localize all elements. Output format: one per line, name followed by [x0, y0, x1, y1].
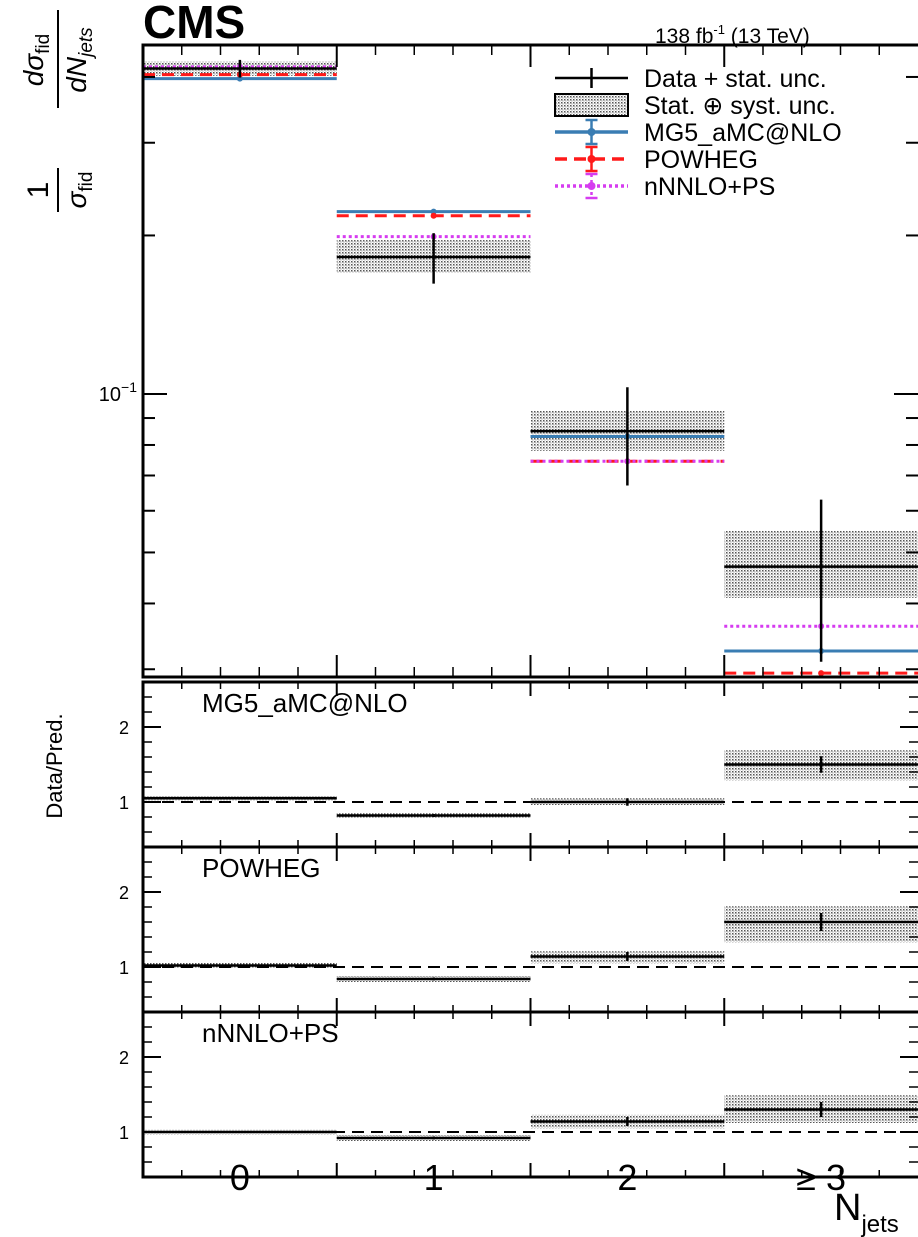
svg-text:1: 1 [22, 182, 55, 199]
legend-label-1: Stat. ⊕ syst. unc. [644, 92, 836, 120]
ratio-y-tick-label: 2 [119, 1048, 129, 1068]
legend-entry-2: MG5_aMC@NLO [555, 119, 842, 147]
svg-text:dσfid: dσfid [18, 34, 54, 87]
ratio-panel-label-2: nNNLO+PS [202, 1018, 339, 1048]
main-y-axis-title: 1 σfid dσfid dNjets [18, 10, 97, 212]
ratio-panel-label-0: MG5_aMC@NLO [202, 688, 408, 718]
legend-entry-0: Data + stat. unc. [555, 65, 827, 93]
legend-label-3: POWHEG [644, 146, 758, 174]
legend-entry-3: POWHEG [555, 146, 758, 174]
x-tick-label-0: 0 [230, 1157, 250, 1198]
ratio-y-axis-title: Data/Pred. [42, 713, 67, 818]
legend-marker-dot [588, 128, 596, 136]
x-tick-label-2: 2 [617, 1157, 637, 1198]
experiment-label: CMS [143, 0, 245, 48]
ratio-y-tick-label: 2 [119, 718, 129, 738]
series-1-marker-1 [431, 213, 437, 219]
x-axis-title: Njets [834, 1187, 899, 1237]
ratio-panel-1: 1 2 POWHEG [119, 847, 918, 1012]
series-1-marker-3 [818, 670, 824, 676]
legend-marker-dot [588, 155, 596, 163]
y-tick-label: 10−1 [99, 379, 137, 406]
legend-entry-1: Stat. ⊕ syst. unc. [555, 92, 836, 120]
legend-label-4: nNNLO+PS [644, 173, 775, 201]
legend-label-2: MG5_aMC@NLO [644, 119, 842, 147]
ratio-panel-2: 1 2 nNNLO+PS [119, 1012, 918, 1177]
ratio-panels: 1 2 MG5_aMC@NLO 1 2 POWHEG 1 2 nNNLO+PS [119, 682, 918, 1177]
x-tick-label-1: 1 [424, 1157, 444, 1198]
ratio-y-tick-label: 2 [119, 883, 129, 903]
legend-marker-dot [588, 182, 596, 190]
legend: Data + stat. unc.Stat. ⊕ syst. unc.MG5_a… [555, 65, 842, 201]
ratio-panel-0: 1 2 MG5_aMC@NLO [119, 682, 918, 847]
legend-label-0: Data + stat. unc. [644, 65, 827, 93]
svg-text:dNjets: dNjets [61, 27, 97, 93]
ratio-y-tick-label: 1 [119, 958, 129, 978]
ratio-y-tick-label: 1 [119, 1123, 129, 1143]
svg-text:σfid: σfid [61, 172, 97, 209]
ratio-y-tick-label: 1 [119, 793, 129, 813]
legend-entry-4: nNNLO+PS [555, 173, 775, 201]
legend-marker-band [555, 94, 628, 116]
ratio-panel-label-1: POWHEG [202, 853, 320, 883]
